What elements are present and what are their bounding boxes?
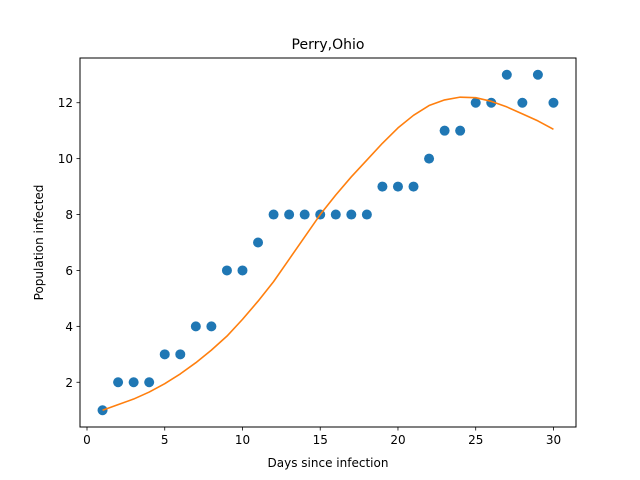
data-point <box>424 153 435 164</box>
y-axis: 2 4 6 8 10 12 <box>58 96 80 390</box>
data-point <box>268 209 279 220</box>
data-point <box>144 377 155 388</box>
data-point <box>221 265 232 276</box>
data-point <box>97 405 108 416</box>
data-point <box>346 209 357 220</box>
x-tick-label: 30 <box>546 433 561 447</box>
plot-area <box>97 69 559 416</box>
data-point <box>253 237 264 248</box>
data-point <box>237 265 248 276</box>
chart-title: Perry,Ohio <box>292 37 365 53</box>
data-point <box>128 377 139 388</box>
data-point <box>159 349 170 360</box>
data-point <box>361 209 372 220</box>
y-tick-label: 2 <box>65 376 73 390</box>
y-tick-label: 10 <box>58 152 73 166</box>
x-tick-label: 10 <box>235 433 250 447</box>
x-tick-label: 0 <box>83 433 91 447</box>
data-point <box>190 321 201 332</box>
data-point <box>113 377 124 388</box>
data-point <box>206 321 217 332</box>
data-point <box>284 209 295 220</box>
data-point <box>501 69 512 80</box>
data-point <box>175 349 186 360</box>
data-point <box>455 125 466 136</box>
x-axis-label: Days since infection <box>268 456 389 470</box>
x-tick-label: 15 <box>313 433 328 447</box>
x-tick-label: 25 <box>468 433 483 447</box>
y-tick-label: 4 <box>65 320 73 334</box>
data-point <box>517 97 528 108</box>
data-point <box>299 209 310 220</box>
y-axis-label: Population infected <box>32 185 46 301</box>
data-point <box>439 125 450 136</box>
data-point <box>330 209 341 220</box>
data-point <box>548 97 559 108</box>
x-tick-label: 20 <box>390 433 405 447</box>
axes-frame <box>79 57 577 428</box>
x-tick-label: 5 <box>161 433 169 447</box>
x-axis: 0 5 10 15 20 25 30 <box>83 427 561 447</box>
y-tick-label: 8 <box>65 208 73 222</box>
y-tick-label: 12 <box>58 96 73 110</box>
fit-line <box>102 96 554 411</box>
data-point <box>532 69 543 80</box>
data-point <box>470 97 481 108</box>
y-tick-label: 6 <box>65 264 73 278</box>
data-point <box>377 181 388 192</box>
data-point <box>392 181 403 192</box>
data-point <box>408 181 419 192</box>
